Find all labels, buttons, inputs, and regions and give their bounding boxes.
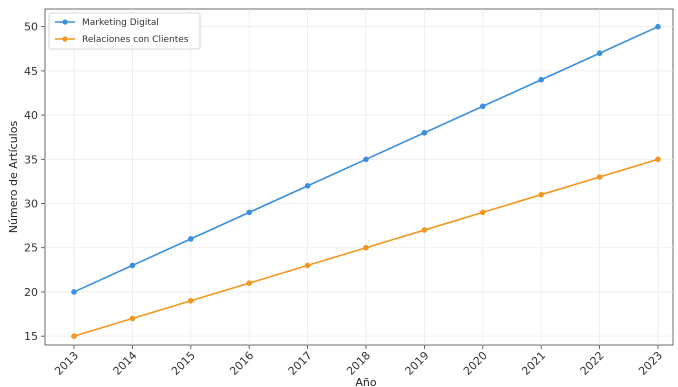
- data-point-marketing-digital: [421, 129, 428, 136]
- x-tick-label: 2020: [461, 349, 490, 378]
- data-point-relaciones-con-clientes: [363, 244, 369, 251]
- data-point-relaciones-con-clientes: [71, 333, 77, 339]
- data-point-relaciones-con-clientes: [538, 191, 544, 198]
- legend-label-relaciones-con-clientes: Relaciones con Clientes: [82, 35, 189, 45]
- series-layer: [71, 23, 661, 339]
- legend-box: [48, 12, 201, 50]
- data-point-marketing-digital: [538, 76, 544, 83]
- data-point-relaciones-con-clientes: [596, 174, 603, 180]
- y-tick-label: 40: [24, 109, 38, 122]
- x-tick-label: 2019: [403, 349, 432, 378]
- y-tick-label: 30: [24, 198, 38, 211]
- y-tick-label: 45: [24, 65, 38, 78]
- data-point-marketing-digital: [129, 262, 136, 269]
- legend-marker-relaciones-con-clientes: [62, 36, 68, 42]
- x-tick-label: 2022: [578, 349, 607, 378]
- data-point-relaciones-con-clientes: [129, 315, 136, 322]
- x-tick-label: 2014: [111, 349, 140, 378]
- x-tick-label: 2013: [52, 349, 81, 378]
- x-tick-label: 2018: [344, 349, 373, 378]
- data-point-relaciones-con-clientes: [655, 156, 661, 163]
- data-point-marketing-digital: [363, 156, 369, 163]
- data-point-relaciones-con-clientes: [421, 227, 428, 233]
- data-point-marketing-digital: [596, 50, 603, 57]
- grid: [45, 9, 673, 345]
- data-point-marketing-digital: [655, 23, 661, 30]
- x-tick-label: 2021: [519, 349, 548, 378]
- x-tick-label: 2023: [636, 349, 665, 378]
- legend-label-marketing-digital: Marketing Digital: [82, 18, 159, 28]
- data-point-marketing-digital: [246, 209, 252, 216]
- data-point-relaciones-con-clientes: [480, 209, 486, 216]
- x-axis-title: Año: [355, 376, 376, 387]
- x-tick-label: 2016: [227, 349, 256, 378]
- data-point-relaciones-con-clientes: [304, 262, 311, 269]
- y-axis: 15 20 25 30 35 40 45 50: [24, 21, 45, 343]
- legend-marker-marketing-digital: [62, 19, 68, 25]
- data-point-marketing-digital: [304, 183, 311, 189]
- y-axis-title: Número de Artículos: [7, 121, 20, 234]
- x-tick-label: 2017: [286, 349, 315, 378]
- x-axis: 2013 2014 2015 2016 2017 2018 2019 2020 2021 2022…: [52, 345, 665, 378]
- data-point-marketing-digital: [71, 289, 77, 295]
- data-point-relaciones-con-clientes: [188, 297, 194, 304]
- x-tick-label: 2015: [169, 349, 198, 378]
- y-tick-label: 25: [24, 242, 38, 255]
- y-tick-label: 15: [24, 330, 38, 343]
- data-point-relaciones-con-clientes: [246, 280, 252, 286]
- data-point-marketing-digital: [480, 103, 486, 110]
- y-tick-label: 50: [24, 21, 38, 34]
- data-point-marketing-digital: [188, 236, 194, 242]
- y-tick-label: 20: [24, 286, 38, 299]
- legend: Marketing Digital Relaciones con Cliente…: [48, 12, 201, 50]
- y-tick-label: 35: [24, 153, 38, 166]
- plot-area: [44, 8, 674, 346]
